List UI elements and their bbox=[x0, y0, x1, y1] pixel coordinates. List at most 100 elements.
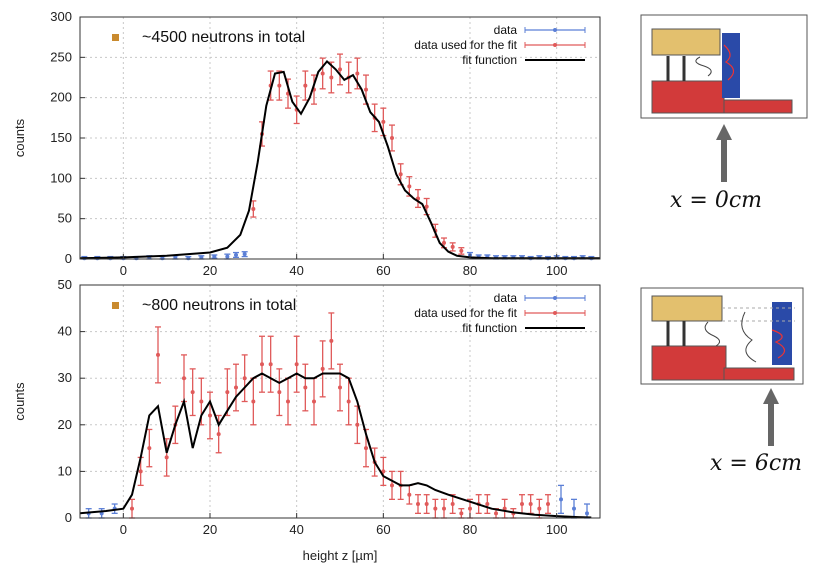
detector-bar bbox=[772, 302, 792, 365]
fit-data-point bbox=[319, 340, 326, 398]
point-marker bbox=[320, 71, 325, 76]
y-axis-label: counts bbox=[12, 118, 27, 157]
fit-function-line bbox=[79, 59, 600, 260]
legend-swatch-marker bbox=[553, 311, 557, 315]
fit-data-point bbox=[458, 247, 465, 255]
plot-frame bbox=[79, 284, 601, 519]
point-marker bbox=[277, 390, 282, 395]
point-marker bbox=[286, 399, 290, 404]
mirror-bottom-block bbox=[651, 80, 725, 114]
point-marker bbox=[424, 204, 429, 209]
point-marker bbox=[407, 184, 412, 189]
wavefunction-curve bbox=[704, 321, 720, 347]
data-point bbox=[241, 251, 248, 258]
fit-data-point bbox=[501, 498, 508, 519]
mirror-bottom-block bbox=[651, 345, 727, 381]
point-marker bbox=[312, 399, 316, 404]
x-tick-label: 100 bbox=[546, 263, 568, 278]
y-tick-label: 0 bbox=[65, 510, 72, 525]
point-marker bbox=[303, 385, 308, 390]
fit-data-point bbox=[406, 484, 413, 505]
point-marker bbox=[182, 376, 186, 381]
data-point bbox=[224, 253, 231, 260]
fit-data-point bbox=[415, 494, 421, 514]
point-marker bbox=[164, 455, 169, 460]
point-marker bbox=[546, 502, 550, 507]
x-tick-label: 40 bbox=[289, 263, 303, 278]
fit-function-line bbox=[79, 372, 592, 519]
point-marker bbox=[225, 254, 230, 259]
point-marker bbox=[303, 83, 308, 88]
data-point bbox=[211, 254, 218, 259]
y-tick-label: 30 bbox=[58, 370, 72, 385]
point-marker bbox=[442, 506, 446, 511]
point-marker bbox=[450, 502, 455, 507]
x-tick-label: 20 bbox=[203, 522, 217, 537]
fit-data-point bbox=[328, 312, 335, 370]
point-marker bbox=[225, 390, 230, 395]
arrow-up-icon bbox=[716, 124, 732, 182]
fit-data-point bbox=[259, 335, 265, 393]
fit-data-point bbox=[449, 494, 456, 514]
inset-label: x = 6cm bbox=[710, 451, 802, 476]
data-point bbox=[571, 498, 577, 519]
point-marker bbox=[494, 511, 498, 516]
point-marker bbox=[138, 469, 143, 474]
setup-schematic-x6: x = 6cm bbox=[640, 287, 804, 476]
point-marker bbox=[585, 511, 589, 516]
y-tick-label: 300 bbox=[50, 9, 72, 24]
fit-data-point bbox=[545, 494, 551, 514]
fit-data-point bbox=[137, 456, 144, 487]
point-marker bbox=[277, 83, 282, 88]
fit-data-point bbox=[207, 391, 213, 440]
mirror-top-block bbox=[651, 295, 723, 322]
x-tick-label: 40 bbox=[289, 522, 303, 537]
x-tick-label: 60 bbox=[376, 522, 390, 537]
point-marker bbox=[355, 422, 360, 427]
fit-data-point bbox=[389, 124, 395, 152]
point-marker bbox=[208, 413, 212, 418]
fit-data-point bbox=[241, 354, 248, 403]
point-marker bbox=[433, 506, 438, 511]
fit-data-point bbox=[250, 200, 257, 218]
point-marker bbox=[242, 252, 247, 257]
point-marker bbox=[294, 362, 299, 367]
point-marker bbox=[329, 338, 334, 343]
point-marker bbox=[338, 67, 342, 72]
fit-data-point bbox=[432, 498, 439, 519]
x-tick-label: 100 bbox=[546, 522, 568, 537]
fit-data-point bbox=[302, 363, 309, 412]
fit-data-point bbox=[276, 368, 283, 417]
x-tick-label: 0 bbox=[120, 263, 127, 278]
fit-data-point bbox=[415, 188, 421, 209]
y-tick-label: 20 bbox=[58, 417, 72, 432]
fit-data-point bbox=[423, 494, 430, 514]
fit-data-point bbox=[337, 363, 343, 412]
point-marker bbox=[199, 399, 204, 404]
point-marker bbox=[260, 362, 264, 367]
fit-data-point bbox=[389, 470, 395, 501]
fit-data-point bbox=[328, 61, 335, 94]
fit-data-point bbox=[441, 498, 447, 519]
point-marker bbox=[381, 119, 386, 124]
point-marker bbox=[520, 502, 524, 507]
legend-entry-label: fit function bbox=[462, 321, 517, 335]
fit-data-point bbox=[215, 414, 222, 454]
point-marker bbox=[364, 87, 368, 92]
data-point bbox=[185, 255, 192, 261]
point-marker bbox=[450, 244, 455, 249]
legend-entry-label: data used for the fit bbox=[414, 38, 517, 52]
fit-data-point bbox=[267, 335, 274, 393]
x-tick-label: 60 bbox=[376, 263, 390, 278]
legend-swatch-marker bbox=[553, 43, 557, 47]
neutron-count-annotation: ~4500 neutrons in total bbox=[142, 29, 305, 46]
arrow-up-icon bbox=[763, 388, 779, 446]
fit-data-point bbox=[458, 508, 465, 519]
point-marker bbox=[381, 469, 386, 474]
fit-data-point bbox=[319, 57, 326, 90]
y-tick-label: 100 bbox=[50, 170, 72, 185]
x-tick-label: 80 bbox=[463, 263, 477, 278]
point-marker bbox=[424, 502, 429, 507]
point-marker bbox=[459, 248, 464, 253]
fit-data-point bbox=[189, 368, 196, 417]
